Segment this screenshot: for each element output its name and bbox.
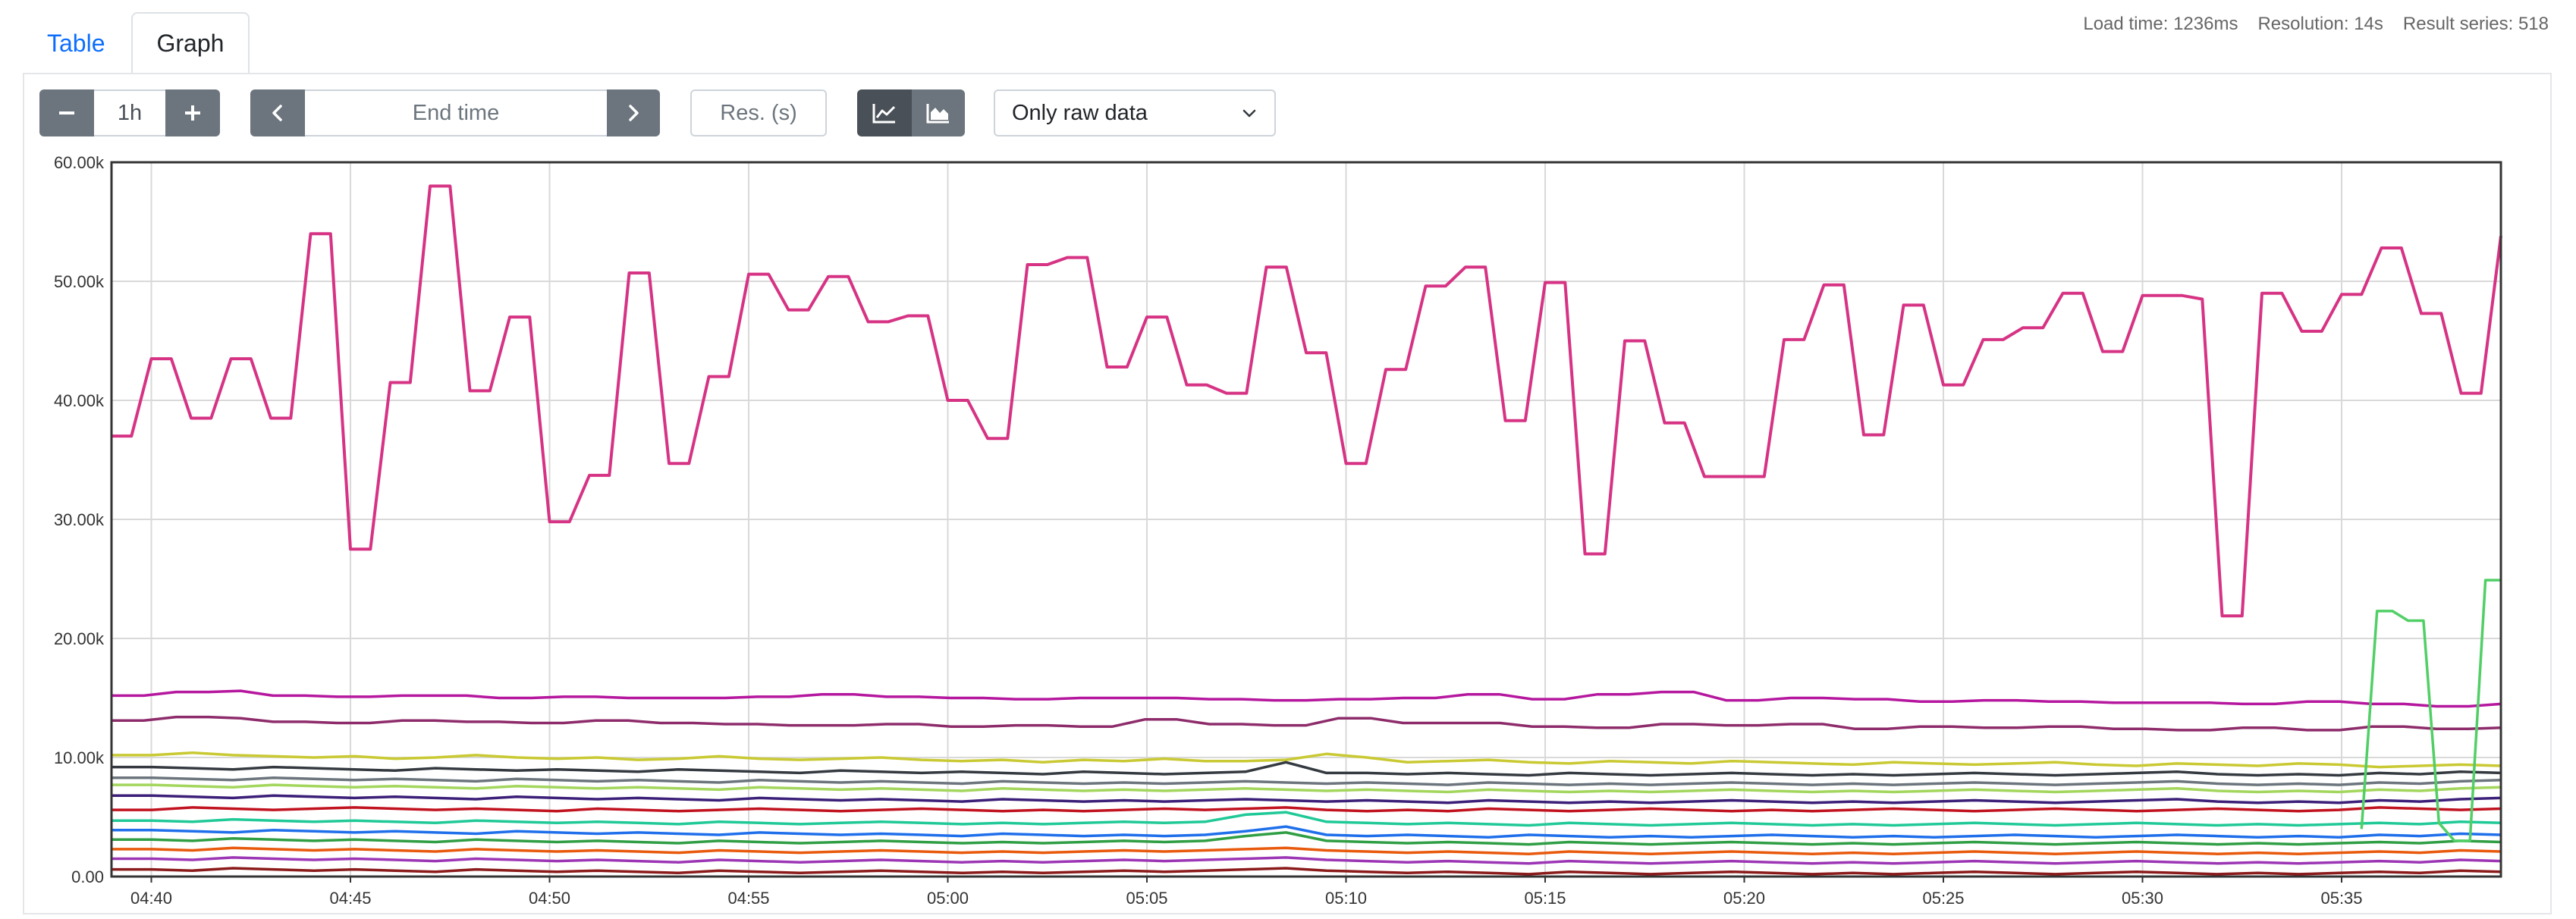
time-forward-button[interactable] [607, 89, 660, 136]
range-input[interactable]: 1h [94, 89, 165, 136]
minus-icon [59, 111, 74, 114]
tab-graph[interactable]: Graph [130, 12, 250, 74]
end-time-input[interactable]: End time [305, 89, 607, 136]
chevron-down-icon [1242, 109, 1256, 118]
tab-bar: Table Graph [23, 11, 250, 74]
range-value: 1h [117, 100, 143, 125]
graph-panel [23, 73, 2552, 914]
time-back-button[interactable] [250, 89, 305, 136]
display-mode-select[interactable]: Only raw data [994, 89, 1276, 136]
line-mode-button[interactable] [857, 89, 912, 136]
plus-icon [185, 105, 200, 121]
increase-range-button[interactable] [165, 89, 220, 136]
resolution-input[interactable]: Res. (s) [690, 89, 827, 136]
display-mode-value: Only raw data [1012, 100, 1148, 125]
load-time-stat: Load time: 1236ms [2083, 14, 2238, 34]
end-time-placeholder: End time [412, 100, 500, 125]
resolution-placeholder: Res. (s) [720, 100, 797, 125]
tab-table[interactable]: Table [47, 29, 105, 57]
result-series-stat: Result series: 518 [2402, 14, 2549, 34]
decrease-range-button[interactable] [39, 89, 94, 136]
area-chart-icon [926, 104, 949, 124]
chevron-right-icon [629, 105, 639, 121]
stacked-mode-button[interactable] [912, 89, 965, 136]
resolution-stat: Resolution: 14s [2257, 14, 2383, 34]
query-stats: Load time: 1236ms Resolution: 14s Result… [2083, 14, 2549, 35]
chevron-left-icon [272, 105, 282, 121]
line-chart-icon [872, 104, 896, 124]
